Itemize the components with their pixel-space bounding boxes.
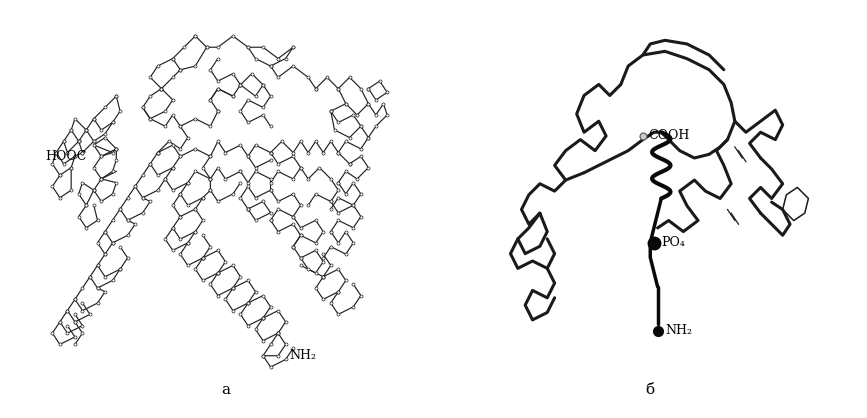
Text: PO₄: PO₄ [662,236,685,249]
Text: a: a [221,382,230,397]
Text: NH₂: NH₂ [665,324,692,337]
Text: б: б [646,383,655,397]
Text: HOOC: HOOC [45,150,86,163]
Text: NH₂: NH₂ [290,349,316,362]
Text: COOH: COOH [649,130,690,143]
